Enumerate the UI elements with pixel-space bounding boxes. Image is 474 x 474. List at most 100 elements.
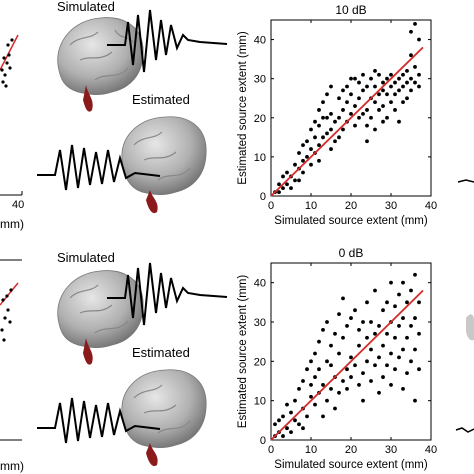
data-point: [417, 37, 421, 42]
data-point: [337, 351, 341, 356]
data-point: [333, 406, 337, 411]
data-point: [393, 80, 397, 85]
data-point: [381, 80, 385, 85]
data-point: [413, 272, 417, 277]
data-point: [413, 22, 417, 26]
data-point: [333, 119, 337, 124]
data-point: [365, 139, 369, 144]
x-tick-label: 30: [385, 444, 397, 456]
y-tick-label: 20: [254, 113, 266, 125]
data-point: [357, 115, 361, 120]
data-point: [369, 347, 373, 352]
data-point: [417, 84, 421, 89]
data-point: [389, 100, 393, 105]
data-point: [329, 111, 333, 116]
brain-estimated-image: [121, 369, 207, 467]
data-point: [357, 96, 361, 101]
data-point: [373, 363, 377, 368]
data-point: [413, 398, 417, 403]
data-point: [341, 335, 345, 340]
partial-fit-line: [0, 282, 19, 306]
source-region: [83, 85, 93, 112]
scatter-plot-10db: 10 dB Simulated source extent (mm) Estim…: [237, 3, 437, 227]
data-point: [333, 331, 337, 336]
data-point: [409, 88, 413, 93]
brain-estimated-image: [121, 116, 207, 214]
data-point: [309, 383, 313, 387]
data-point: [301, 170, 305, 175]
data-point: [373, 100, 377, 105]
data-point: [409, 29, 413, 34]
data-point: [313, 402, 317, 407]
data-point: [365, 84, 369, 89]
data-point: [413, 65, 417, 69]
simulated-waveform: [107, 9, 228, 73]
partial-points: [0, 288, 13, 342]
data-point: [409, 53, 413, 58]
data-point: [293, 398, 297, 403]
data-point: [397, 292, 401, 297]
data-point: [361, 398, 365, 403]
data-point: [345, 386, 349, 391]
data-point: [273, 422, 277, 427]
data-point: [349, 92, 353, 97]
data-point: [297, 386, 301, 391]
data-point: [325, 398, 329, 403]
data-point: [321, 115, 325, 120]
data-point: [313, 351, 317, 356]
data-point: [397, 324, 401, 328]
data-point: [317, 339, 321, 344]
x-tick-label: 20: [345, 444, 357, 456]
brain-group-bottom: Simulated Estimated: [37, 250, 228, 467]
data-point: [309, 162, 313, 167]
data-point: [321, 135, 325, 140]
data-point: [321, 383, 325, 387]
data-point: [409, 288, 413, 293]
data-point: [381, 375, 385, 379]
right-edge-fragment: [455, 427, 474, 433]
data-point: [397, 88, 401, 93]
y-tick-label: 30: [254, 317, 266, 329]
data-point: [369, 76, 373, 81]
x-tick-label: 20: [345, 200, 357, 212]
data-point: [405, 300, 409, 305]
simulated-label: Simulated: [57, 250, 115, 265]
data-point: [341, 296, 345, 301]
y-axis-label: Estimated source extent (mm): [237, 31, 249, 185]
partial-axis-unit: mm): [0, 459, 24, 473]
data-point: [349, 76, 353, 81]
left-partial-bottom: mm): [0, 259, 24, 473]
data-point: [381, 308, 385, 313]
data-point: [405, 335, 409, 340]
data-point: [305, 414, 309, 419]
data-point: [305, 367, 309, 372]
partial-tick-label: 40: [12, 199, 24, 211]
data-point: [397, 76, 401, 81]
data-point: [325, 320, 329, 324]
data-point: [329, 84, 333, 89]
data-point: [389, 280, 393, 285]
data-point: [413, 80, 417, 85]
data-point: [393, 108, 397, 112]
data-point: [393, 304, 397, 309]
data-point: [401, 316, 405, 320]
plot-frame: [270, 262, 432, 441]
data-point: [281, 174, 285, 179]
data-point: [317, 367, 321, 372]
data-point: [417, 367, 421, 372]
data-point: [401, 347, 405, 352]
x-tick-label: 40: [425, 444, 437, 456]
data-point: [337, 96, 341, 101]
x-tick-label: 0: [268, 200, 274, 212]
scatter-plot-0db: 0 dB Simulated source extent (mm) Estima…: [237, 246, 437, 471]
y-tick-label: 0: [260, 191, 266, 203]
data-point: [397, 355, 401, 360]
data-point: [385, 300, 389, 305]
data-point: [301, 143, 305, 148]
data-point: [373, 127, 377, 132]
data-point: [397, 119, 401, 124]
data-point: [321, 327, 325, 332]
data-point: [297, 151, 301, 155]
data-point: [349, 375, 353, 379]
